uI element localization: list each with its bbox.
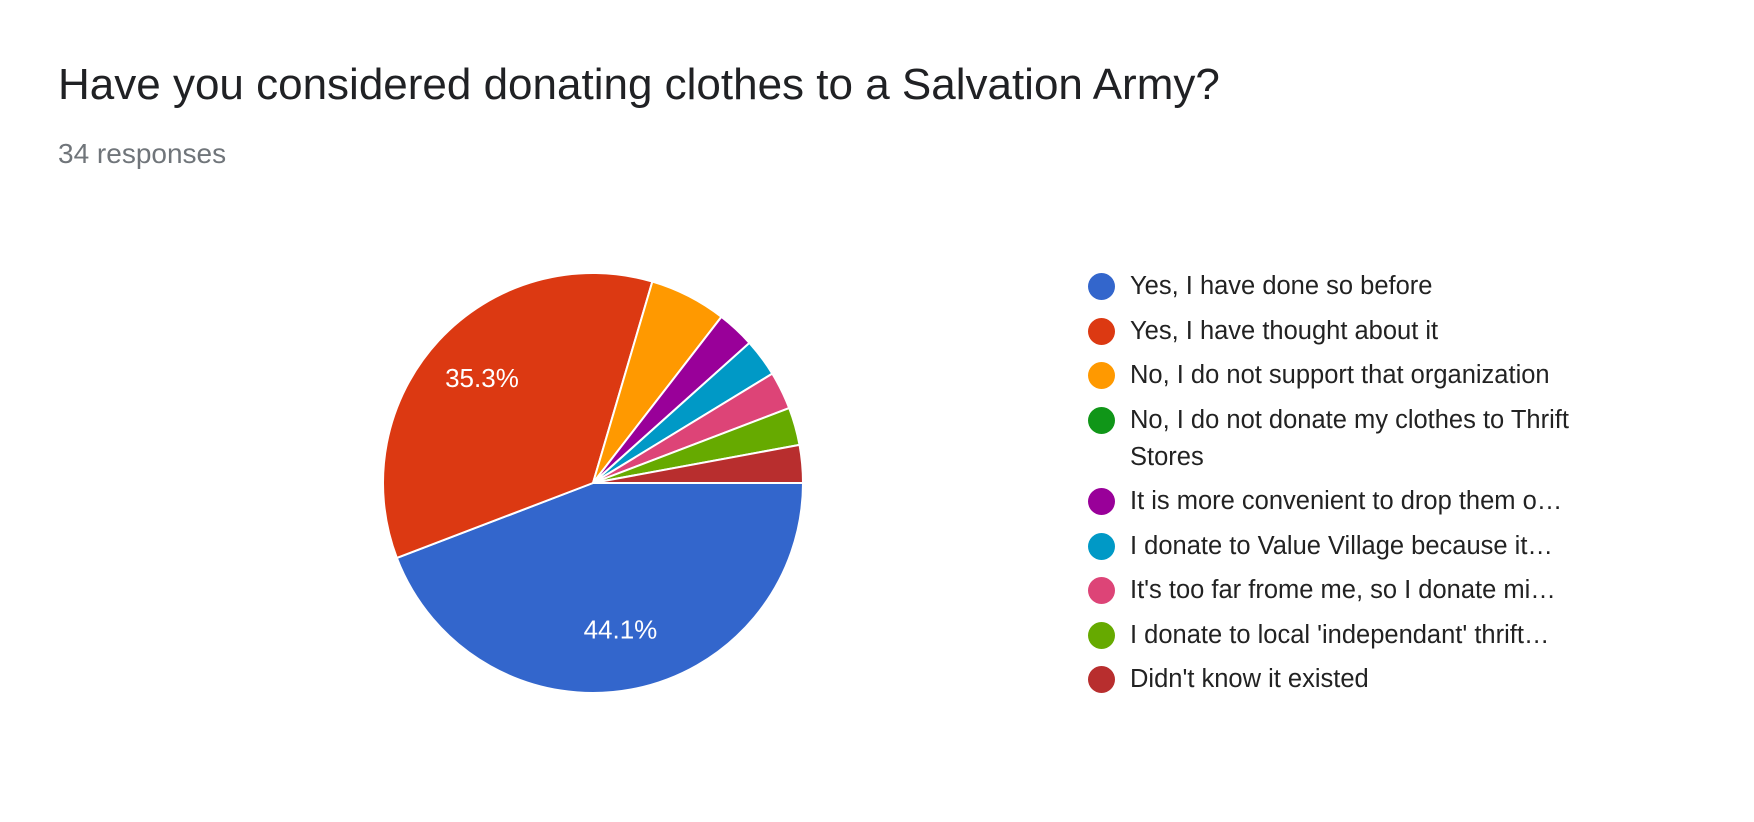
legend-label: Yes, I have thought about it bbox=[1130, 316, 1439, 345]
pie-slice bbox=[382, 272, 654, 560]
legend-swatch bbox=[1088, 317, 1115, 345]
legend-label: I donate to local 'independant' thrift… bbox=[1130, 620, 1550, 649]
legend-swatch bbox=[1088, 532, 1115, 560]
legend-item: I donate to Value Village because it… bbox=[1088, 528, 1570, 565]
legend-swatch bbox=[1088, 577, 1115, 604]
legend-item: Yes, I have done so before bbox=[1088, 268, 1570, 305]
legend-label: Didn't know it existed bbox=[1130, 665, 1369, 693]
pie-slice bbox=[592, 443, 805, 484]
legend-label: It is more convenient to drop them o… bbox=[1130, 487, 1563, 515]
legend-swatch bbox=[1088, 621, 1115, 649]
legend-swatch bbox=[1088, 488, 1115, 515]
legend-label: Yes, I have done so before bbox=[1130, 272, 1433, 300]
legend-swatch bbox=[1088, 666, 1115, 693]
pie-slice bbox=[395, 482, 805, 694]
legend: Yes, I have done so before Yes, I have th… bbox=[1088, 268, 1588, 706]
slice-label: 35.3% bbox=[445, 363, 519, 393]
chart-subtitle: 34 responses bbox=[58, 138, 227, 169]
legend-item: No, I do not support that organization bbox=[1088, 357, 1570, 394]
slice-label: 44.1% bbox=[584, 615, 658, 645]
legend-swatch bbox=[1088, 406, 1115, 434]
legend-label: I donate to Value Village because it… bbox=[1130, 531, 1553, 560]
legend-item: Yes, I have thought about it bbox=[1088, 313, 1570, 350]
legend-swatch bbox=[1088, 273, 1115, 300]
legend-item: I donate to local 'independant' thrift… bbox=[1088, 617, 1570, 654]
legend-item: It is more convenient to drop them o… bbox=[1088, 483, 1570, 520]
legend-item: It's too far frome me, so I donate mi… bbox=[1088, 572, 1570, 609]
legend-swatch bbox=[1088, 362, 1115, 389]
legend-label: No, I do not donate my clothes to Thrift… bbox=[1130, 405, 1569, 471]
legend-label: No, I do not support that organization bbox=[1130, 361, 1550, 389]
legend-item: Didn't know it existed bbox=[1088, 661, 1570, 698]
legend-label: It's too far frome me, so I donate mi… bbox=[1130, 576, 1556, 604]
chart-title: Have you considered donating clothes to … bbox=[58, 60, 1220, 109]
legend-item: No, I do not donate my clothes to Thrift… bbox=[1088, 402, 1570, 476]
